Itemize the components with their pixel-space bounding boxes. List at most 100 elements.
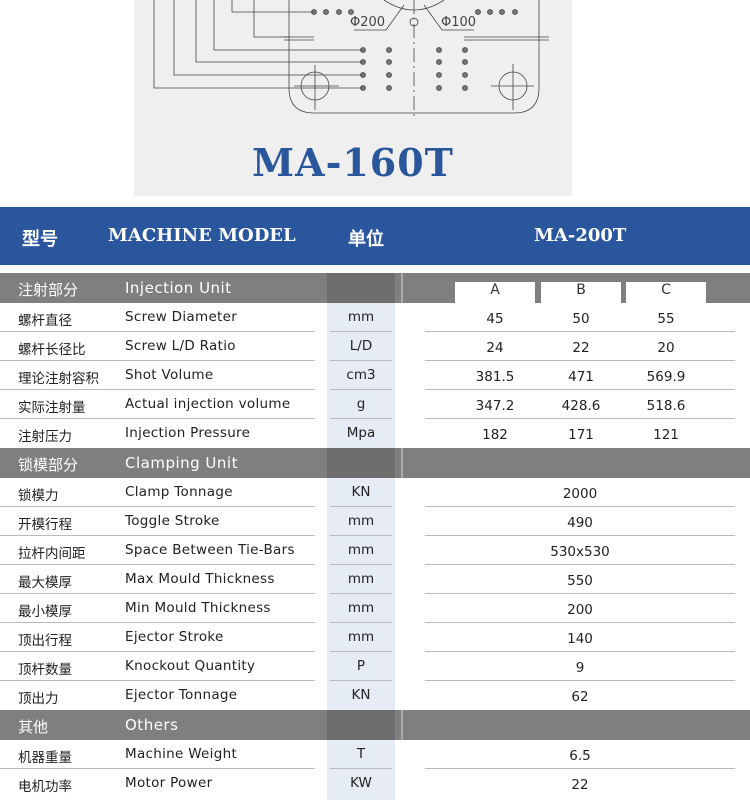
param-cn: 注射压力 bbox=[18, 429, 72, 445]
param-value: 530x530 bbox=[550, 544, 610, 560]
table-row: 机器重量 Machine Weight T 6.5 bbox=[0, 740, 750, 769]
section-header: 锁模部分 Clamping Unit bbox=[0, 448, 750, 478]
param-value: 518.6 bbox=[646, 398, 686, 414]
param-unit: mm bbox=[347, 309, 375, 325]
param-value: 569.9 bbox=[646, 369, 686, 385]
param-en: Min Mould Thickness bbox=[125, 600, 271, 616]
param-en: Motor Power bbox=[125, 775, 213, 791]
param-unit: KN bbox=[351, 687, 371, 703]
param-cn: 顶出行程 bbox=[18, 633, 72, 649]
param-value: 22 bbox=[571, 777, 589, 793]
param-value: 50 bbox=[572, 311, 590, 327]
section-cn: 其他 bbox=[18, 718, 49, 736]
platen-drawing: Φ200 Φ100 MA-160T bbox=[134, 0, 572, 196]
platen-diagram: Φ200 Φ100 bbox=[153, 0, 549, 118]
param-cn: 电机功率 bbox=[18, 779, 72, 795]
header-model-value: MA-200T bbox=[534, 225, 627, 246]
param-en: Screw Diameter bbox=[125, 309, 238, 325]
param-unit: mm bbox=[347, 600, 375, 616]
column-header: B bbox=[541, 282, 621, 303]
table-row: 注射压力 Injection Pressure Mpa 182 171 121 bbox=[0, 419, 750, 448]
diameter-100-label: Φ100 bbox=[441, 15, 476, 30]
table-row: 电机功率 Motor Power KW 22 bbox=[0, 769, 750, 798]
param-value: 62 bbox=[571, 689, 589, 705]
param-en: Space Between Tie-Bars bbox=[125, 542, 295, 558]
param-value: 121 bbox=[653, 427, 679, 443]
section-en: Injection Unit bbox=[125, 279, 232, 297]
param-en: Ejector Tonnage bbox=[125, 687, 238, 703]
diameter-200-label: Φ200 bbox=[350, 15, 385, 30]
header-model-cn: 型号 bbox=[22, 229, 58, 250]
table-row: 顶出力 Ejector Tonnage KN 62 bbox=[0, 681, 750, 710]
param-unit: mm bbox=[347, 542, 375, 558]
param-value: 55 bbox=[657, 311, 675, 327]
section-cn: 锁模部分 bbox=[18, 456, 79, 474]
param-unit: mm bbox=[347, 513, 375, 529]
header-model-en: MACHINE MODEL bbox=[108, 225, 296, 246]
param-value: 200 bbox=[567, 602, 593, 618]
param-en: Actual injection volume bbox=[125, 396, 291, 412]
table-row: 开模行程 Toggle Stroke mm 490 bbox=[0, 507, 750, 536]
table-row: 最小模厚 Min Mould Thickness mm 200 bbox=[0, 594, 750, 623]
param-unit: mm bbox=[347, 571, 375, 587]
param-value: 20 bbox=[657, 340, 675, 356]
drawing-model-title: MA-160T bbox=[252, 140, 454, 185]
param-cn: 螺杆长径比 bbox=[18, 342, 86, 358]
param-cn: 锁模力 bbox=[18, 488, 59, 504]
param-unit: mm bbox=[347, 629, 375, 645]
param-unit: P bbox=[356, 658, 366, 674]
param-value: 22 bbox=[572, 340, 590, 356]
param-cn: 实际注射量 bbox=[18, 400, 86, 416]
param-cn: 拉杆内间距 bbox=[18, 546, 86, 562]
param-en: Max Mould Thickness bbox=[125, 571, 275, 587]
table-row: 螺杆直径 Screw Diameter mm 45 50 55 bbox=[0, 303, 750, 332]
param-cn: 最大模厚 bbox=[18, 575, 72, 591]
param-cn: 最小模厚 bbox=[18, 604, 72, 620]
table-row: 最大模厚 Max Mould Thickness mm 550 bbox=[0, 565, 750, 594]
table-header: 型号 MACHINE MODEL 单位 MA-200T bbox=[0, 207, 750, 265]
param-value: 347.2 bbox=[475, 398, 515, 414]
param-value: 45 bbox=[486, 311, 504, 327]
param-value: 24 bbox=[486, 340, 504, 356]
param-value: 381.5 bbox=[475, 369, 515, 385]
param-unit: KN bbox=[351, 484, 371, 500]
param-en: Injection Pressure bbox=[125, 425, 251, 441]
param-unit: cm3 bbox=[346, 367, 376, 383]
table-row: 螺杆长径比 Screw L/D Ratio L/D 24 22 20 bbox=[0, 332, 750, 361]
spec-table: 注射部分 Injection Unit A B C 螺杆直径 Screw Diamet… bbox=[0, 273, 750, 798]
param-en: Machine Weight bbox=[125, 746, 238, 762]
section-cn: 注射部分 bbox=[18, 281, 79, 299]
table-row: 锁模力 Clamp Tonnage KN 2000 bbox=[0, 478, 750, 507]
param-value: 428.6 bbox=[561, 398, 601, 414]
param-value: 140 bbox=[567, 631, 593, 647]
param-unit: L/D bbox=[349, 338, 373, 354]
param-cn: 理论注射容积 bbox=[18, 371, 99, 387]
param-cn: 螺杆直径 bbox=[18, 313, 72, 329]
param-value: 171 bbox=[568, 427, 594, 443]
param-en: Screw L/D Ratio bbox=[125, 338, 236, 354]
param-cn: 机器重量 bbox=[18, 750, 72, 766]
param-value: 182 bbox=[482, 427, 508, 443]
table-row: 顶杆数量 Knockout Quantity P 9 bbox=[0, 652, 750, 681]
section-header: 其他 Others bbox=[0, 710, 750, 740]
param-value: 6.5 bbox=[569, 748, 591, 764]
param-value: 9 bbox=[575, 660, 585, 676]
param-unit: g bbox=[356, 396, 366, 412]
param-value: 471 bbox=[568, 369, 594, 385]
param-value: 2000 bbox=[562, 486, 598, 502]
param-en: Shot Volume bbox=[125, 367, 214, 383]
table-row: 顶出行程 Ejector Stroke mm 140 bbox=[0, 623, 750, 652]
column-header: A bbox=[455, 282, 535, 303]
param-unit: KW bbox=[350, 775, 372, 791]
param-en: Toggle Stroke bbox=[125, 513, 220, 529]
section-header: 注射部分 Injection Unit A B C bbox=[0, 273, 750, 303]
param-value: 550 bbox=[567, 573, 593, 589]
param-unit: T bbox=[356, 746, 366, 762]
table-row: 实际注射量 Actual injection volume g 347.2 428… bbox=[0, 390, 750, 419]
section-en: Others bbox=[125, 716, 179, 734]
table-row: 拉杆内间距 Space Between Tie-Bars mm 530x530 bbox=[0, 536, 750, 565]
column-header: C bbox=[626, 282, 706, 303]
param-cn: 开模行程 bbox=[18, 517, 72, 533]
param-en: Knockout Quantity bbox=[125, 658, 256, 674]
param-unit: Mpa bbox=[346, 425, 376, 441]
